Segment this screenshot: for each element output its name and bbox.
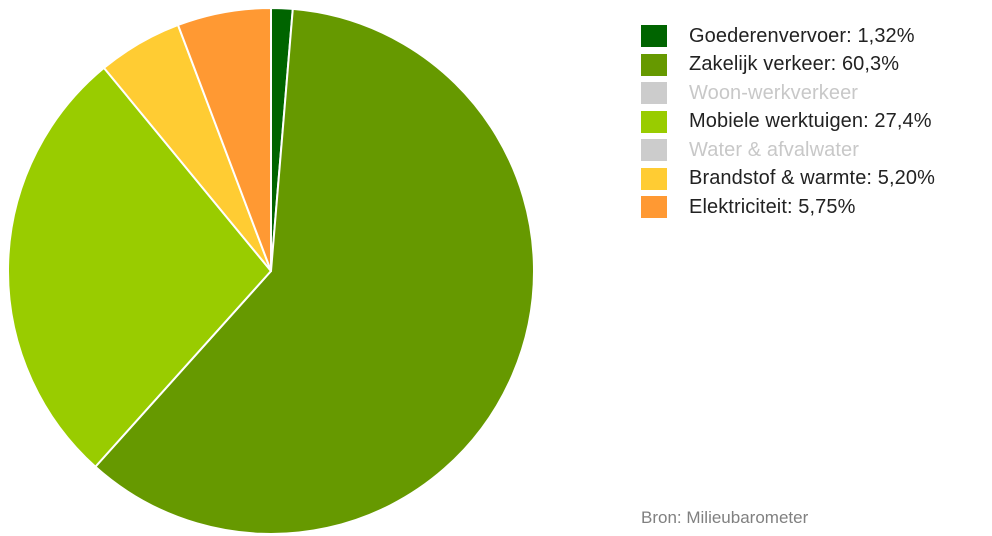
legend-label: Mobiele werktuigen: 27,4% <box>689 110 932 133</box>
legend-swatch <box>641 196 667 219</box>
pie-slice-3 <box>7 66 272 468</box>
legend-item-1[interactable]: Zakelijk verkeer: 60,3% <box>641 51 935 80</box>
legend-item-6[interactable]: Elektriciteit: 5,75% <box>641 193 935 222</box>
legend-item-3[interactable]: Mobiele werktuigen: 27,4% <box>641 108 935 137</box>
legend-item-0[interactable]: Goederenvervoer: 1,32% <box>641 22 935 51</box>
legend-swatch <box>641 139 667 162</box>
legend-swatch <box>641 25 667 48</box>
legend-swatch <box>641 110 667 133</box>
legend-swatch <box>641 167 667 190</box>
legend-label: Brandstof & warmte: 5,20% <box>689 167 935 190</box>
legend-label: Woon-werkverkeer <box>689 81 859 104</box>
legend-item-2[interactable]: Woon-werkverkeer <box>641 79 935 108</box>
legend-label: Water & afvalwater <box>689 138 860 161</box>
legend-label: Zakelijk verkeer: 60,3% <box>689 53 900 76</box>
pie-chart <box>7 7 535 535</box>
legend-swatch <box>641 53 667 76</box>
legend-label: Goederenvervoer: 1,32% <box>689 24 915 47</box>
pie-slice-1 <box>94 7 535 535</box>
legend: Goederenvervoer: 1,32% Zakelijk verkeer: … <box>641 22 935 222</box>
legend-item-5[interactable]: Brandstof & warmte: 5,20% <box>641 165 935 194</box>
legend-swatch <box>641 82 667 105</box>
source-note: Bron: Milieubarometer <box>641 508 809 527</box>
pie-slice-6 <box>177 7 272 272</box>
legend-item-4[interactable]: Water & afvalwater <box>641 136 935 165</box>
legend-label: Elektriciteit: 5,75% <box>689 195 856 218</box>
